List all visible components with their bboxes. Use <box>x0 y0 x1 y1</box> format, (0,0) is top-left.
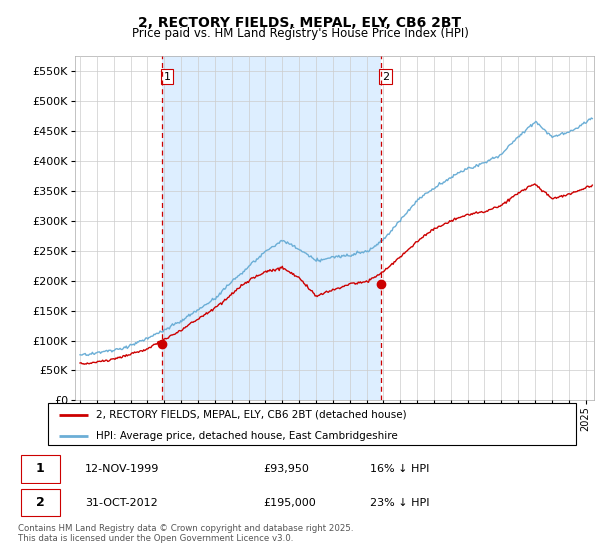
Text: 16% ↓ HPI: 16% ↓ HPI <box>370 464 429 474</box>
Text: 23% ↓ HPI: 23% ↓ HPI <box>370 498 429 507</box>
Text: 1: 1 <box>36 463 44 475</box>
Text: 2: 2 <box>36 496 44 509</box>
Text: 1: 1 <box>164 72 170 82</box>
Text: 2: 2 <box>382 72 389 82</box>
Text: Contains HM Land Registry data © Crown copyright and database right 2025.
This d: Contains HM Land Registry data © Crown c… <box>18 524 353 543</box>
Text: £195,000: £195,000 <box>263 498 316 507</box>
Text: 12-NOV-1999: 12-NOV-1999 <box>85 464 160 474</box>
Text: Price paid vs. HM Land Registry's House Price Index (HPI): Price paid vs. HM Land Registry's House … <box>131 27 469 40</box>
Bar <box>162 56 380 400</box>
Text: 31-OCT-2012: 31-OCT-2012 <box>85 498 158 507</box>
Text: 2, RECTORY FIELDS, MEPAL, ELY, CB6 2BT: 2, RECTORY FIELDS, MEPAL, ELY, CB6 2BT <box>139 16 461 30</box>
Text: 2, RECTORY FIELDS, MEPAL, ELY, CB6 2BT (detached house): 2, RECTORY FIELDS, MEPAL, ELY, CB6 2BT (… <box>95 410 406 420</box>
Text: HPI: Average price, detached house, East Cambridgeshire: HPI: Average price, detached house, East… <box>95 431 397 441</box>
Bar <box>21 489 60 516</box>
Text: £93,950: £93,950 <box>263 464 310 474</box>
Bar <box>21 455 60 483</box>
